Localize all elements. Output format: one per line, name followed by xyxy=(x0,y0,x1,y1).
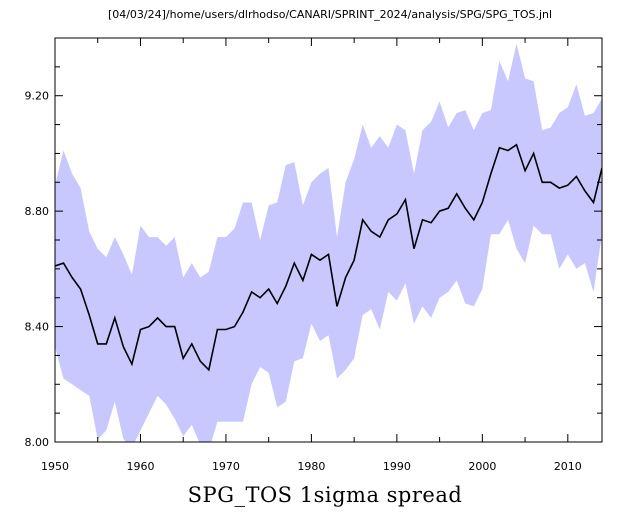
ticks xyxy=(54,37,602,443)
y-tick-label: 8.40 xyxy=(25,321,50,334)
header-path: [04/03/24]/home/users/dlrhodso/CANARI/SP… xyxy=(108,8,552,21)
x-tick-label: 1970 xyxy=(212,460,240,473)
sigma-band xyxy=(55,43,602,442)
x-tick-label: 1980 xyxy=(297,460,325,473)
chart-title: SPG_TOS 1sigma spread xyxy=(188,483,463,507)
x-tick-labels: 1950 1960 1970 1980 1990 2000 2010 xyxy=(41,460,582,473)
plot-area xyxy=(54,37,603,443)
x-tick-label: 1990 xyxy=(383,460,411,473)
y-tick-label: 8.00 xyxy=(25,436,50,449)
y-tick-label: 9.20 xyxy=(25,90,50,103)
x-tick-label: 1950 xyxy=(41,460,69,473)
y-tick-labels: 8.00 8.40 8.80 9.20 xyxy=(25,90,50,449)
plot-frame xyxy=(54,37,603,443)
y-tick-label: 8.80 xyxy=(25,205,50,218)
x-tick-label: 1960 xyxy=(126,460,154,473)
mean-line xyxy=(55,143,602,372)
x-tick-label: 2000 xyxy=(468,460,496,473)
x-tick-label: 2010 xyxy=(554,460,582,473)
